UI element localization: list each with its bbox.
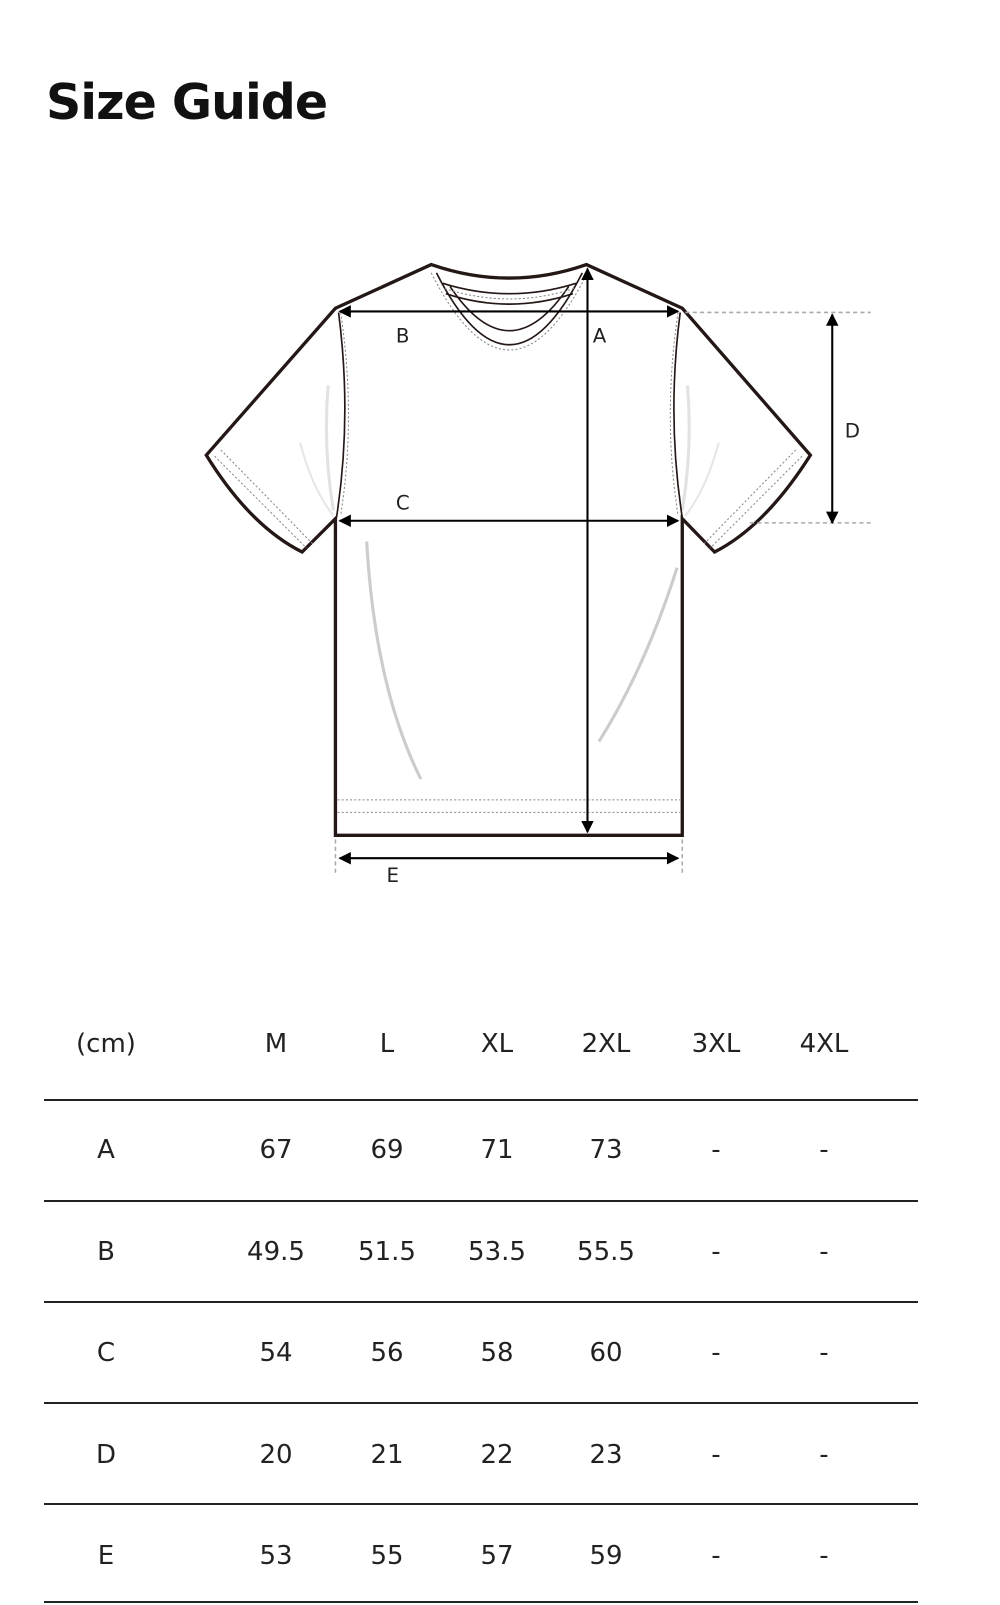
- table-cell: 54: [259, 1338, 293, 1368]
- table-cell: -: [819, 1541, 829, 1571]
- label-d: D: [845, 419, 860, 442]
- table-cell: 55.5: [577, 1236, 635, 1267]
- divider: [44, 1301, 918, 1303]
- label-c: C: [396, 491, 410, 514]
- label-a: A: [593, 325, 607, 348]
- row-label: C: [96, 1338, 116, 1368]
- table-cell: 58: [480, 1338, 514, 1368]
- table-cell: -: [819, 1439, 829, 1470]
- table-cell: 20: [259, 1439, 293, 1470]
- divider: [44, 1402, 918, 1404]
- table-cell: 69: [370, 1135, 404, 1165]
- divider: [44, 1200, 918, 1202]
- table-cell: -: [819, 1135, 829, 1165]
- table-cell: -: [711, 1236, 721, 1267]
- unit-label: (cm): [76, 1029, 136, 1059]
- page-title: Size Guide: [46, 74, 328, 131]
- table-cell: -: [711, 1338, 721, 1368]
- table-row: B 49.5 51.5 53.5 55.5 - -: [44, 1222, 918, 1282]
- table-cell: -: [711, 1439, 721, 1470]
- table-cell: 67: [259, 1135, 293, 1165]
- table-cell: 55: [370, 1541, 404, 1571]
- table-row: D 20 21 22 23 - -: [44, 1425, 918, 1485]
- collar: [435, 272, 584, 346]
- row-label: D: [95, 1439, 117, 1470]
- table-row: C 54 56 58 60 - -: [44, 1323, 918, 1383]
- table-cell: -: [819, 1338, 829, 1368]
- table-cell: 59: [589, 1541, 623, 1571]
- label-e: E: [386, 864, 398, 887]
- table-row: E 53 55 57 59 - -: [44, 1526, 918, 1586]
- table-cell: 49.5: [247, 1236, 305, 1267]
- divider: [44, 1099, 918, 1101]
- table-cell: -: [819, 1236, 829, 1267]
- table-cell: 53.5: [468, 1236, 526, 1267]
- table-header: (cm) M L XL 2XL 3XL 4XL: [44, 1014, 918, 1074]
- fabric-shading: [299, 385, 720, 780]
- label-b: B: [396, 325, 410, 348]
- row-label: B: [97, 1236, 115, 1267]
- divider: [44, 1601, 918, 1603]
- size-header: M: [264, 1029, 288, 1059]
- table-cell: -: [711, 1541, 721, 1571]
- guide-lines: [334, 311, 871, 873]
- table-cell: 57: [480, 1541, 514, 1571]
- table-cell: 73: [589, 1135, 623, 1165]
- size-header: XL: [480, 1029, 514, 1059]
- size-header: 4XL: [799, 1029, 849, 1059]
- divider: [44, 1503, 918, 1505]
- table-cell: 23: [589, 1439, 623, 1470]
- table-cell: 60: [589, 1338, 623, 1368]
- table-cell: 71: [480, 1135, 514, 1165]
- row-label: A: [97, 1135, 115, 1165]
- table-cell: 21: [370, 1439, 404, 1470]
- table-cell: 51.5: [358, 1236, 416, 1267]
- table-cell: 53: [259, 1541, 293, 1571]
- size-header: L: [379, 1029, 395, 1059]
- size-header: 2XL: [581, 1029, 631, 1059]
- size-header: 3XL: [691, 1029, 741, 1059]
- row-label: E: [97, 1541, 115, 1571]
- table-cell: 22: [480, 1439, 514, 1470]
- tshirt-outline: [204, 262, 813, 837]
- table-cell: 56: [370, 1338, 404, 1368]
- table-cell: -: [711, 1135, 721, 1165]
- table-row: A 67 69 71 73 - -: [44, 1120, 918, 1180]
